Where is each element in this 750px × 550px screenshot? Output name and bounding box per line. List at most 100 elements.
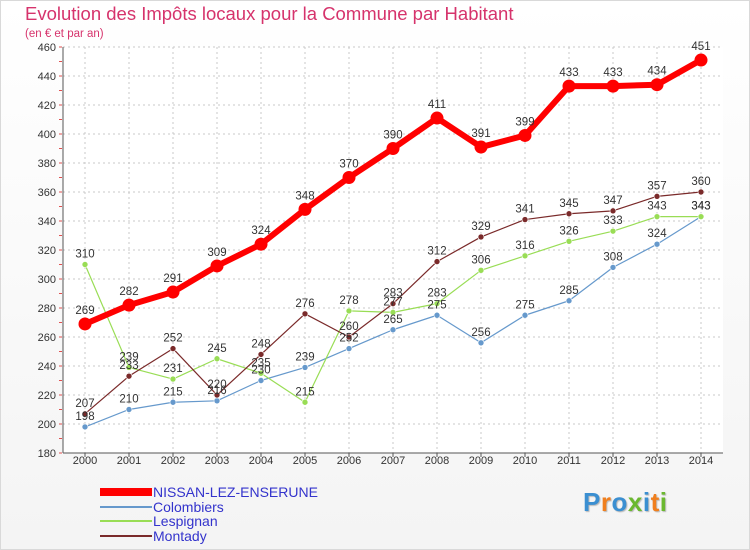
- data-label: 283: [383, 288, 402, 300]
- legend-swatch: [100, 520, 152, 523]
- series: [78, 53, 708, 431]
- x-tick-label: 2002: [161, 455, 185, 467]
- data-point: [301, 310, 309, 318]
- data-point: [694, 53, 708, 67]
- data-point: [254, 237, 268, 251]
- x-tick-label: 2014: [689, 455, 713, 467]
- legend-swatch: [100, 505, 152, 508]
- x-tick-label: 2012: [601, 455, 625, 467]
- x-tick-label: 2008: [425, 455, 449, 467]
- data-label: 215: [163, 386, 182, 398]
- series-colombiers: [81, 213, 705, 431]
- data-label: 276: [295, 298, 314, 310]
- logo-letter: i: [659, 487, 668, 517]
- data-label: 248: [251, 338, 270, 350]
- data-point: [298, 202, 312, 216]
- data-point: [653, 213, 661, 220]
- legend-item-montady: Montady: [100, 529, 318, 544]
- data-point: [433, 258, 441, 265]
- y-tick-label: 260: [38, 332, 56, 344]
- data-point: [389, 326, 397, 334]
- data-label: 275: [427, 299, 446, 311]
- data-point: [653, 240, 661, 248]
- data-label: 316: [515, 240, 534, 252]
- data-label: 345: [559, 198, 578, 210]
- data-label: 333: [603, 215, 622, 227]
- data-label: 215: [295, 386, 314, 398]
- x-tick-label: 2003: [205, 455, 229, 467]
- data-point: [697, 213, 705, 220]
- data-label: 348: [295, 190, 314, 202]
- grid: [63, 46, 723, 454]
- data-label: 343: [691, 201, 710, 213]
- legend: NISSAN-LEZ-ENSERUNE Colombiers Lespignan Mo…: [100, 485, 318, 543]
- chart-title: Evolution des Impôts locaux pour la Comm…: [25, 3, 514, 24]
- data-label: 239: [295, 351, 314, 363]
- data-point: [474, 140, 488, 154]
- data-point: [606, 79, 620, 93]
- axes: 180 200 220 240 260 280 300 320 340 360 380 400 420 4…: [38, 42, 723, 467]
- legend-swatch: [100, 534, 152, 537]
- x-tick-label: 2000: [73, 455, 97, 467]
- data-label: 360: [691, 176, 710, 188]
- data-point: [521, 311, 529, 319]
- x-tick-label: 2006: [337, 455, 361, 467]
- data-point: [122, 298, 136, 312]
- data-label: 283: [427, 288, 446, 300]
- data-label: 434: [647, 66, 667, 78]
- data-label: 282: [119, 286, 138, 298]
- data-label: 269: [75, 305, 94, 317]
- logo-letter: P: [583, 487, 601, 517]
- data-label: 252: [339, 333, 358, 345]
- legend-label: Lespignan: [153, 513, 218, 530]
- data-label: 324: [251, 225, 271, 237]
- data-point: [433, 300, 441, 307]
- data-labels: 269 282 291 309 324 348 370 390 411 391 399 433 433 4…: [75, 41, 710, 423]
- data-point: [81, 410, 89, 418]
- logo-letter: i: [642, 487, 651, 517]
- x-tick-label: 2009: [469, 455, 493, 467]
- x-tick-label: 2011: [557, 455, 581, 467]
- data-point: [697, 188, 705, 196]
- legend-item-lespignan: Lespignan: [100, 514, 318, 529]
- series-montady: [81, 188, 705, 418]
- data-label: 231: [163, 363, 182, 375]
- data-point: [565, 297, 573, 305]
- legend-label: NISSAN-LEZ-ENSERUNE: [153, 484, 318, 501]
- data-point: [342, 171, 356, 184]
- data-label: 239: [119, 351, 138, 363]
- data-label: 399: [515, 116, 534, 128]
- y-tick-label: 280: [38, 303, 56, 315]
- data-label: 210: [119, 394, 138, 406]
- y-tick-label: 440: [38, 71, 56, 83]
- logo-letter: o: [611, 487, 628, 517]
- data-label: 207: [75, 398, 94, 410]
- legend-item-nissan-lez-enserune: NISSAN-LEZ-ENSERUNE: [100, 485, 318, 500]
- data-label: 277: [383, 296, 402, 308]
- data-point: [81, 261, 89, 268]
- x-tick-label: 2007: [381, 455, 405, 467]
- data-label: 370: [339, 159, 358, 171]
- legend-label: Colombiers: [153, 498, 224, 515]
- data-label: 312: [427, 246, 446, 258]
- x-tick-label: 2005: [293, 455, 317, 467]
- data-label: 390: [383, 130, 402, 142]
- series-lespignan: [81, 213, 705, 406]
- legend-item-colombiers: Colombiers: [100, 500, 318, 515]
- data-label: 265: [383, 314, 402, 326]
- data-label: 220: [207, 379, 226, 391]
- legend-swatch: [100, 488, 152, 497]
- data-point: [257, 369, 265, 377]
- data-label: 433: [559, 67, 578, 79]
- y-tick-label: 380: [38, 158, 56, 170]
- data-point: [213, 391, 221, 399]
- data-point: [169, 398, 177, 406]
- y-tick-label: 460: [38, 42, 56, 54]
- data-point: [210, 259, 224, 273]
- data-point: [169, 345, 177, 352]
- data-label: 285: [559, 285, 578, 297]
- data-label: 341: [515, 204, 534, 216]
- data-point: [389, 309, 397, 316]
- data-label: 306: [471, 254, 490, 266]
- data-point: [521, 252, 529, 260]
